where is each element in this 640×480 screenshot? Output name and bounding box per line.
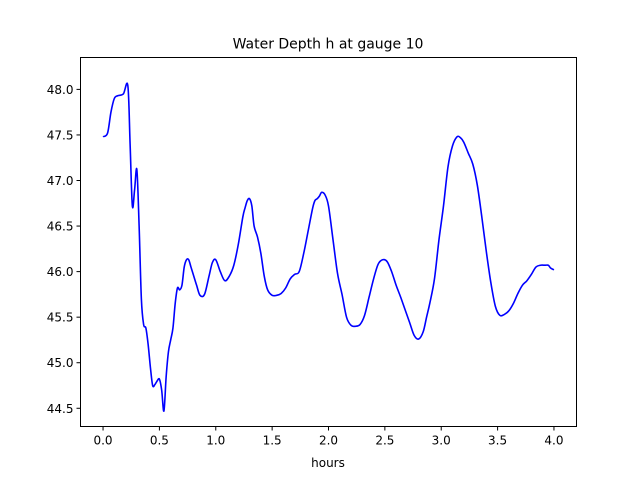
x-tick-label: 1.5	[263, 434, 282, 448]
x-tick-label: 0.5	[150, 434, 169, 448]
y-tick-label: 46.0	[47, 265, 74, 279]
chart-title: Water Depth h at gauge 10	[233, 37, 424, 53]
axes-frame	[80, 57, 577, 427]
x-tick-label: 2.5	[375, 434, 394, 448]
y-tick-label: 47.5	[47, 128, 74, 142]
x-axis: 0.0 0.5 1.0 1.5 2.0 2.5 3.0 3.5 4.0	[93, 426, 564, 448]
x-axis-label: hours	[311, 456, 345, 470]
y-tick-label: 46.5	[47, 220, 74, 234]
y-tick-label: 48.0	[47, 83, 74, 97]
x-tick-label: 1.0	[206, 434, 225, 448]
y-tick-label: 45.5	[47, 311, 74, 325]
y-axis: 44.5 45.0 45.5 46.0 46.5 47.0 47.5 48.0	[47, 83, 81, 416]
plot-area	[102, 82, 555, 412]
y-tick-label: 47.0	[47, 174, 74, 188]
series-line	[102, 82, 555, 412]
x-tick-label: 4.0	[544, 434, 563, 448]
x-tick-label: 3.0	[432, 434, 451, 448]
x-tick-label: 2.0	[319, 434, 338, 448]
x-tick-label: 3.5	[488, 434, 507, 448]
x-tick-label: 0.0	[93, 434, 112, 448]
y-tick-label: 44.5	[47, 402, 74, 416]
y-tick-label: 45.0	[47, 356, 74, 370]
